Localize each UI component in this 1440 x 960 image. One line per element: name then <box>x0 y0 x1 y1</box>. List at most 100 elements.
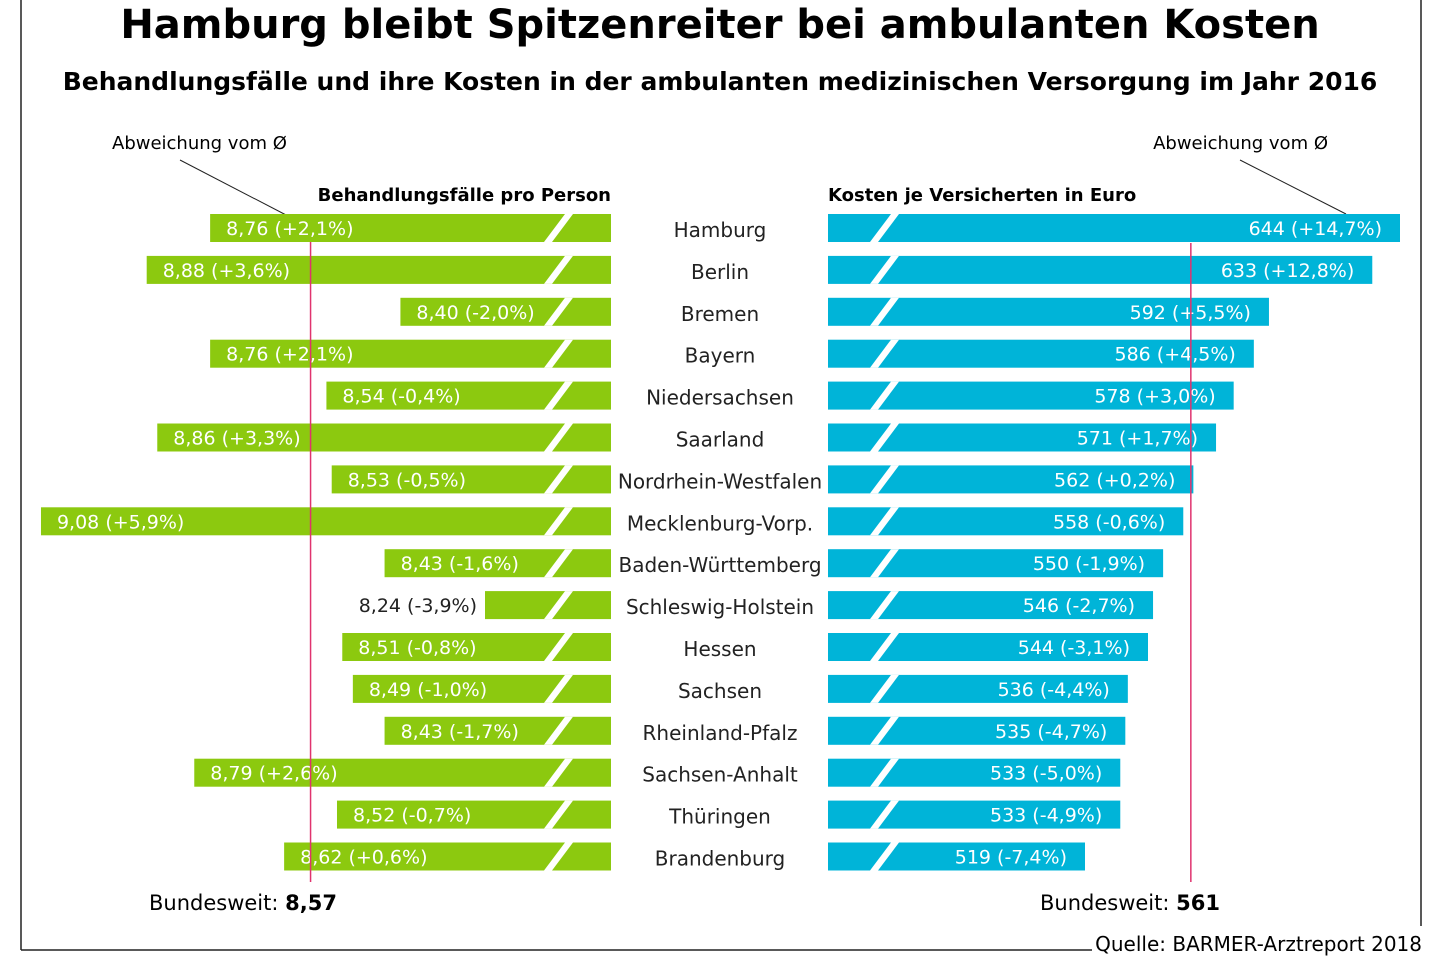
right-reference-text: Bundesweit: 561 <box>1040 891 1220 915</box>
right-value-label: 533 (-4,9%) <box>990 805 1102 827</box>
right-bar-break <box>870 255 899 284</box>
left-bar <box>384 716 611 745</box>
left-value-label: 8,86 (+3,3%) <box>173 428 300 450</box>
left-bar-break <box>544 381 573 410</box>
right-value-label: 550 (-1,9%) <box>1033 553 1145 575</box>
left-series-label: Behandlungsfälle pro Person <box>318 185 611 206</box>
left-value-label: 8,49 (-1,0%) <box>369 679 487 701</box>
right-bar-break <box>870 507 899 536</box>
left-bar-break <box>544 842 573 871</box>
category-label: Baden-Württemberg <box>618 553 821 577</box>
category-label: Thüringen <box>668 805 771 829</box>
right-bar-break <box>870 423 899 452</box>
left-bar <box>210 214 612 242</box>
category-label: Bremen <box>681 302 759 326</box>
right-value-label: 571 (+1,7%) <box>1077 428 1198 450</box>
left-value-label: 8,51 (-0,8%) <box>358 637 476 659</box>
right-bar <box>828 255 1373 284</box>
left-bar-break <box>544 758 573 787</box>
right-annotation: Abweichung vom Ø <box>1153 133 1328 154</box>
right-value-label: 586 (+4,5%) <box>1115 344 1236 366</box>
category-label: Mecklenburg-Vorp. <box>627 511 813 535</box>
right-value-label: 546 (-2,7%) <box>1023 595 1135 617</box>
right-bar-break <box>870 591 899 620</box>
category-label: Hessen <box>683 637 756 661</box>
left-bar <box>194 758 611 787</box>
right-bar-break <box>870 214 899 242</box>
left-bar-break <box>544 507 573 536</box>
right-value-label: 578 (+3,0%) <box>1094 386 1215 408</box>
right-bar <box>828 214 1400 242</box>
right-value-label: 558 (-0,6%) <box>1053 511 1165 533</box>
left-bar-break <box>544 255 573 284</box>
category-label: Sachsen <box>678 679 762 703</box>
category-label: Brandenburg <box>655 847 786 871</box>
right-bar-break <box>870 339 899 368</box>
left-bar <box>40 507 611 536</box>
left-bar-break <box>544 549 573 578</box>
left-value-label: 8,62 (+0,6%) <box>300 847 427 869</box>
right-bar <box>828 339 1254 368</box>
right-bar-break <box>870 381 899 410</box>
left-bar <box>157 423 611 452</box>
right-value-label: 644 (+14,7%) <box>1249 218 1382 240</box>
source-note: Quelle: BARMER-Arztreport 2018 <box>1095 932 1422 956</box>
left-bar-break <box>544 591 573 620</box>
left-value-label: 8,88 (+3,6%) <box>163 260 290 282</box>
right-value-label: 535 (-4,7%) <box>995 721 1107 743</box>
left-value-label: 8,53 (-0,5%) <box>348 469 466 491</box>
right-reference-value: 561 <box>1176 891 1220 915</box>
left-bar-break <box>544 716 573 745</box>
left-bar <box>210 339 612 368</box>
left-value-label: 8,76 (+2,1%) <box>226 344 353 366</box>
category-label: Berlin <box>691 260 749 284</box>
right-bar <box>828 842 1085 871</box>
category-label: Rheinland-Pfalz <box>643 721 798 745</box>
left-value-label: 9,08 (+5,9%) <box>57 511 184 533</box>
right-value-label: 633 (+12,8%) <box>1221 260 1354 282</box>
left-bar-break <box>544 423 573 452</box>
left-value-label: 8,43 (-1,6%) <box>401 553 519 575</box>
left-bar <box>146 255 612 284</box>
left-value-label: 8,79 (+2,6%) <box>210 763 337 785</box>
chart-title: Hamburg bleibt Spitzenreiter bei ambulan… <box>120 2 1319 48</box>
right-series-label: Kosten je Versicherten in Euro <box>828 185 1136 206</box>
category-label: Niedersachsen <box>646 386 794 410</box>
left-reference-label: Bundesweit: <box>149 891 278 915</box>
left-bar-break <box>544 633 573 661</box>
left-value-label: 8,76 (+2,1%) <box>226 218 353 240</box>
left-bar <box>384 549 611 578</box>
left-bar-break <box>544 674 573 703</box>
right-bar-break <box>870 297 899 326</box>
right-value-label: 562 (+0,2%) <box>1054 469 1175 491</box>
right-bar <box>828 381 1234 410</box>
chart-subtitle: Behandlungsfälle und ihre Kosten in der … <box>63 67 1378 96</box>
right-bar <box>828 297 1269 326</box>
left-bar-break <box>544 465 573 494</box>
left-bar <box>400 297 611 326</box>
category-label: Nordrhein-Westfalen <box>618 469 822 493</box>
right-bar-break <box>870 758 899 787</box>
left-value-label: 8,52 (-0,7%) <box>353 805 471 827</box>
right-bar-break <box>870 800 899 829</box>
category-label: Bayern <box>685 344 756 368</box>
right-bar-break <box>870 633 899 661</box>
left-bar-break <box>544 800 573 829</box>
right-reference-label: Bundesweit: <box>1040 891 1169 915</box>
right-value-label: 533 (-5,0%) <box>990 763 1102 785</box>
right-bar-break <box>870 549 899 578</box>
left-reference-text: Bundesweit: 8,57 <box>149 891 337 915</box>
left-bar-break <box>544 214 573 242</box>
category-label: Sachsen-Anhalt <box>642 763 798 787</box>
left-bar-break <box>544 297 573 326</box>
left-annotation: Abweichung vom Ø <box>112 133 287 154</box>
category-label: Hamburg <box>674 218 767 242</box>
right-value-label: 544 (-3,1%) <box>1018 637 1130 659</box>
right-bar-break <box>870 842 899 871</box>
right-bar-break <box>870 674 899 703</box>
right-value-label: 536 (-4,4%) <box>998 679 1110 701</box>
left-value-label: 8,54 (-0,4%) <box>342 386 460 408</box>
right-bar-break <box>870 716 899 745</box>
right-annotation-line <box>1239 159 1347 215</box>
category-label: Schleswig-Holstein <box>626 595 814 619</box>
